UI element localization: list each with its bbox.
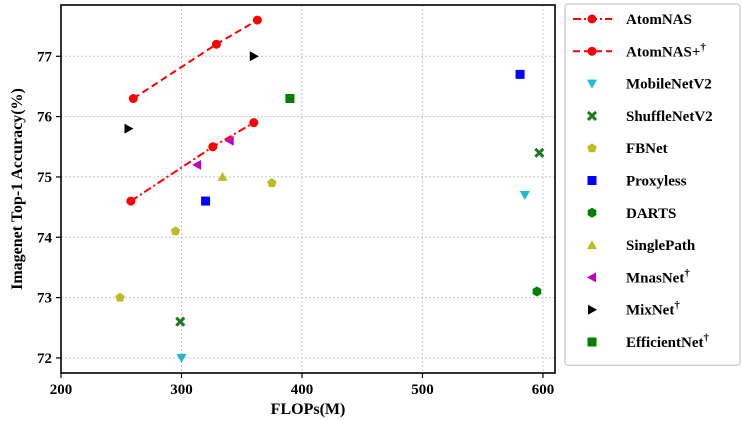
- legend-name: Proxyless: [626, 174, 687, 190]
- y-tick-label: 72: [37, 351, 52, 367]
- legend-marker: [587, 337, 597, 347]
- series-lines: [130, 19, 258, 202]
- legend-marker: [587, 143, 597, 153]
- point-fbnet: [170, 226, 181, 236]
- legend: AtomNASAtomNAS+†MobileNetV2ShuffleNetV2F…: [564, 3, 741, 366]
- y-tick-label: 76: [37, 110, 53, 126]
- point-mobilenetv2: [519, 191, 530, 201]
- legend-marker: [586, 110, 598, 121]
- legend-label: ShuffleNetV2: [626, 109, 713, 125]
- legend-item-mobilenetv2: MobileNetV2: [587, 77, 712, 93]
- legend-dagger: †: [700, 41, 706, 53]
- legend-label: FBNet: [626, 141, 668, 157]
- legend-dagger: †: [674, 300, 680, 312]
- y-tick-label: 77: [37, 49, 53, 65]
- point-proxyless: [201, 196, 211, 206]
- legend-name: MobileNetV2: [626, 77, 712, 93]
- point-proxyless: [515, 69, 525, 79]
- point-shufflenetv2: [534, 147, 545, 158]
- series-line-atomnas: [130, 121, 255, 202]
- legend-item-atomnas: AtomNAS+†: [573, 41, 706, 60]
- point-efficientnet: [285, 94, 295, 104]
- data-points: [115, 15, 545, 363]
- point-mixnet: [124, 123, 134, 134]
- legend-marker: [587, 207, 597, 218]
- legend-label: MnasNet†: [626, 267, 690, 286]
- legend-marker: [587, 240, 597, 250]
- legend-item-darts: DARTS: [587, 206, 676, 222]
- legend-item-singlepath: SinglePath: [587, 238, 696, 254]
- legend-label: SinglePath: [626, 238, 696, 254]
- plot-frame: [60, 4, 556, 374]
- point-mnasnet: [192, 159, 202, 170]
- legend-name: AtomNAS+: [626, 44, 700, 60]
- point-mobilenetv2: [176, 353, 187, 363]
- legend-label: MixNet†: [626, 300, 680, 319]
- legend-box: [564, 3, 741, 366]
- legend-marker: [587, 14, 597, 24]
- x-tick-label: 500: [411, 382, 434, 398]
- x-axis-title: FLOPs(M): [271, 401, 346, 418]
- point-atomnas: [252, 15, 262, 25]
- legend-name: SinglePath: [626, 238, 696, 254]
- legend-name: AtomNAS: [626, 12, 692, 28]
- legend-name: EfficientNet: [626, 335, 703, 351]
- y-axis-title: Imagenet Top-1 Accuracy(%): [9, 88, 26, 290]
- legend-marker: [587, 79, 597, 89]
- legend-marker: [587, 46, 597, 56]
- legend-marker: [587, 176, 597, 185]
- x-tick-label: 300: [170, 382, 193, 398]
- legend-item-efficientnet: EfficientNet†: [587, 332, 709, 351]
- point-darts: [532, 286, 542, 297]
- legend-item-shufflenetv2: ShuffleNetV2: [586, 109, 713, 125]
- legend-name: FBNet: [626, 141, 668, 157]
- point-fbnet: [267, 177, 277, 188]
- y-tick-label: 73: [37, 291, 52, 307]
- legend-label: DARTS: [626, 206, 676, 222]
- axis-ticks: 200 300 400 500 600 72 73 74 75 76 77: [37, 49, 554, 398]
- grid: [60, 5, 555, 373]
- legend-item-atomnas: AtomNAS: [573, 12, 692, 28]
- legend-item-mnasnet: MnasNet†: [587, 267, 690, 286]
- legend-marker: [588, 304, 597, 315]
- legend-label: AtomNAS: [626, 12, 692, 28]
- legend-label: MobileNetV2: [626, 77, 712, 93]
- series-line-atomnas: [132, 19, 258, 100]
- y-tick-label: 75: [37, 170, 52, 186]
- x-tick-label: 600: [532, 382, 555, 398]
- point-atomnas: [211, 39, 221, 49]
- point-shufflenetv2: [175, 316, 186, 327]
- point-mixnet: [249, 51, 259, 62]
- point-mnasnet: [224, 135, 234, 146]
- legend-item-fbnet: FBNet: [587, 141, 668, 157]
- x-tick-label: 400: [291, 382, 314, 398]
- point-atomnas: [128, 94, 138, 104]
- legend-marker: [587, 272, 596, 283]
- x-tick-label: 200: [50, 382, 73, 398]
- point-atomnas: [249, 118, 259, 128]
- legend-dagger: †: [684, 267, 690, 279]
- y-tick-label: 74: [37, 230, 53, 246]
- point-atomnas: [208, 142, 218, 152]
- legend-item-proxyless: Proxyless: [587, 174, 687, 190]
- point-singlepath: [217, 171, 228, 181]
- point-fbnet: [115, 292, 125, 302]
- legend-name: MnasNet: [626, 270, 684, 286]
- legend-item-mixnet: MixNet†: [588, 300, 680, 319]
- legend-label: AtomNAS+†: [626, 41, 706, 60]
- legend-name: MixNet: [626, 303, 674, 319]
- legend-name: ShuffleNetV2: [626, 109, 713, 125]
- legend-label: Proxyless: [626, 174, 687, 190]
- legend-dagger: †: [703, 332, 709, 344]
- point-atomnas: [126, 196, 136, 206]
- legend-name: DARTS: [626, 206, 676, 222]
- legend-label: EfficientNet†: [626, 332, 709, 351]
